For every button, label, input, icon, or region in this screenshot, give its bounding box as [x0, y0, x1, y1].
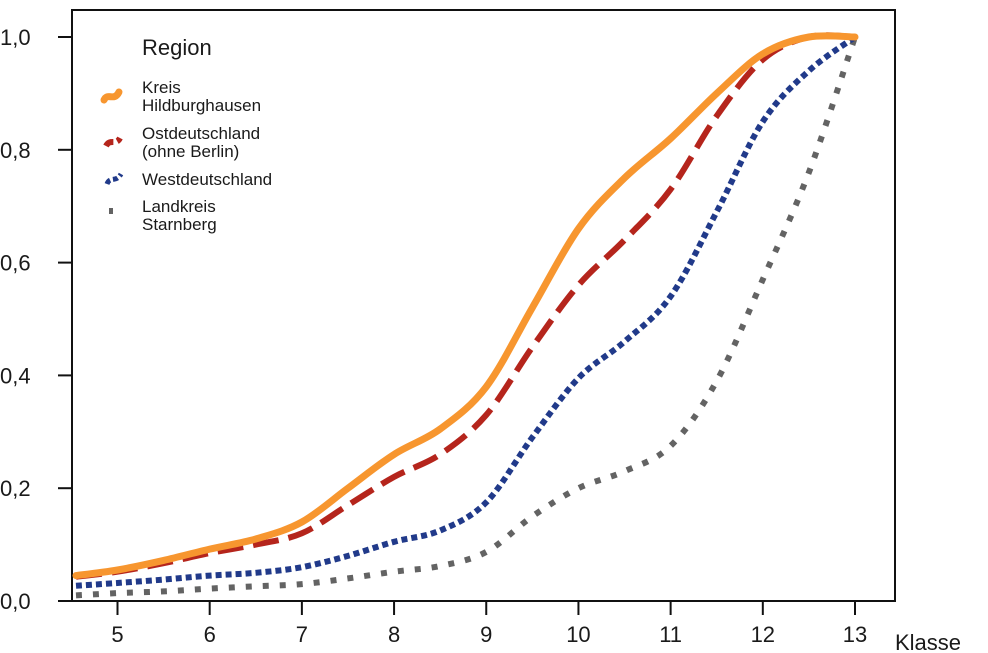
legend-label: Hildburghausen: [142, 96, 261, 115]
legend-marker: [103, 136, 123, 148]
series-line-westdeutschland: [75, 34, 857, 589]
legend-label: Ostdeutschland: [142, 124, 260, 143]
y-tick-label: 0,2: [0, 476, 31, 501]
legend-marker: [104, 172, 124, 186]
x-tick-label: 9: [480, 622, 492, 647]
legend-title: Region: [142, 35, 212, 60]
y-tick-label: 0,8: [0, 138, 31, 163]
x-tick-label: 11: [659, 622, 682, 647]
y-tick-label: 0,0: [0, 589, 31, 614]
x-tick-label: 6: [204, 622, 216, 647]
x-tick-label: 7: [296, 622, 308, 647]
legend-label: Starnberg: [142, 215, 217, 234]
legend-label: Landkreis: [142, 197, 216, 216]
y-tick-label: 0,6: [0, 251, 31, 276]
legend-marker: [100, 88, 123, 104]
series-line-ostdeutschland-ohne-berlin: [75, 32, 856, 580]
legend-label: Westdeutschland: [142, 170, 272, 189]
series-line-kreis-hildburghausen: [72, 32, 859, 580]
y-tick-label: 0,4: [0, 363, 31, 388]
y-tick-label: 1,0: [0, 25, 31, 50]
x-tick-label: 8: [388, 622, 400, 647]
x-tick-label: 10: [566, 622, 590, 647]
x-axis-label: Klasse: [895, 630, 961, 653]
x-tick-label: 13: [843, 622, 867, 647]
series-line-landkreis-starnberg: [75, 36, 858, 599]
legend-label: (ohne Berlin): [142, 142, 239, 161]
legend-label: Kreis: [142, 78, 181, 97]
x-tick-label: 5: [111, 622, 123, 647]
plot-frame: [71, 9, 896, 602]
x-tick-label: 12: [751, 622, 775, 647]
